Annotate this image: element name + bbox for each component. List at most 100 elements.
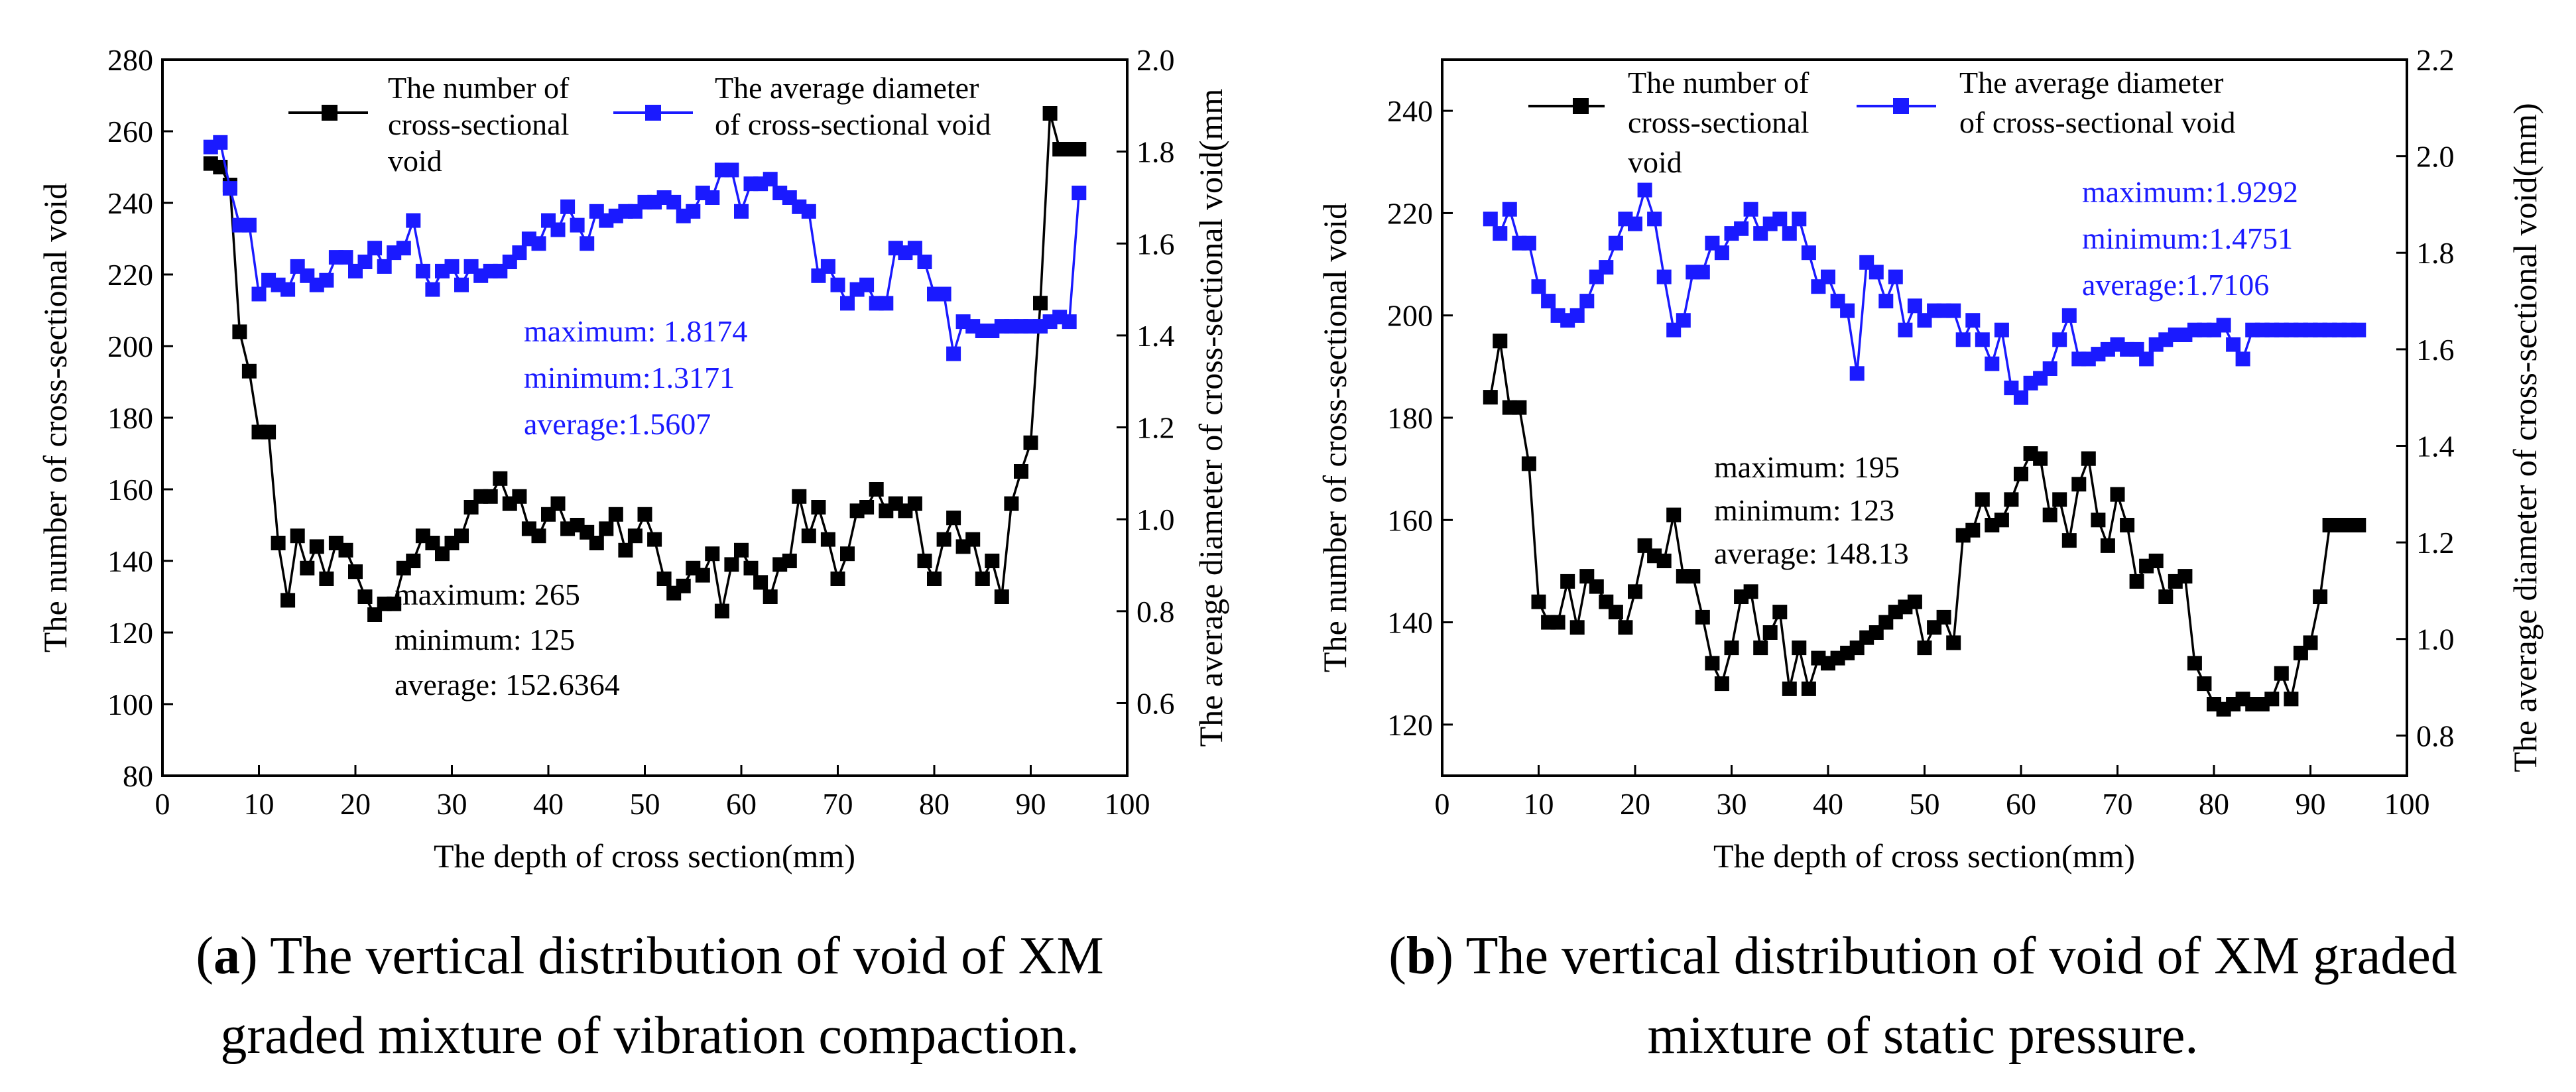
count-data-point [2351, 518, 2366, 532]
count-data-point [676, 578, 691, 593]
x-tick-label: 50 [630, 787, 660, 821]
count-data-point [2061, 533, 2077, 548]
diameter-data-point [1946, 303, 1961, 318]
count-data-point [946, 511, 961, 526]
diameter-data-point [367, 241, 383, 256]
count-data-point [2284, 692, 2299, 707]
count-data-point [319, 572, 334, 586]
legend-count-label-3-a: void [388, 144, 442, 178]
count-data-point [387, 596, 402, 611]
count-data-point [840, 546, 855, 562]
count-data-point [2110, 487, 2125, 502]
y-axis-title-b: The number of cross-sectional void [1316, 203, 1353, 672]
legend-b: The number of cross-sectional void The a… [1528, 66, 2235, 179]
x-tick-label: 80 [919, 787, 950, 821]
diameter-data-point [801, 204, 816, 219]
diameter-data-point [917, 255, 932, 269]
x-tick-label: 80 [2199, 787, 2229, 821]
x-tick-label: 10 [1524, 787, 1554, 821]
legend-count-label-2-b: cross-sectional [1628, 105, 1809, 139]
count-data-point [618, 542, 633, 558]
count-data-point [1762, 625, 1778, 640]
legend-count-label-1-b: The number of [1628, 66, 1809, 99]
count-data-point [1560, 574, 1575, 589]
count-data-point [2158, 589, 2174, 604]
diameter-data-point [1888, 269, 1903, 284]
diameter-data-point [1743, 202, 1758, 217]
y-tick-label: 240 [1387, 94, 1433, 128]
x-tick-label: 0 [1435, 787, 1450, 821]
count-data-point [2033, 451, 2048, 466]
diameter-data-point [2042, 361, 2057, 376]
y2-tick-label: 1.8 [2416, 236, 2455, 270]
diameter-data-point [1521, 235, 1536, 251]
count-data-point [647, 532, 662, 547]
diameter-data-point [1599, 260, 1614, 275]
y-tick-label: 180 [1387, 401, 1433, 435]
count-data-point [2052, 492, 2067, 507]
count-data-point [994, 589, 1009, 604]
count-data-point [1042, 106, 1058, 121]
diameter-data-point [830, 277, 845, 292]
count-data-point [1907, 594, 1922, 609]
diameter-data-point [879, 296, 894, 311]
diameter-data-point [1869, 265, 1884, 280]
count-stat-max-a: maximum: 265 [395, 577, 580, 611]
count-data-point [1072, 142, 1087, 156]
count-data-point [2274, 666, 2289, 681]
count-data-point [1714, 676, 1729, 692]
diameter-data-point [1608, 235, 1623, 251]
diameter-data-point [222, 181, 237, 196]
y2-tick-label: 2.0 [1136, 43, 1175, 77]
diameter-data-point [319, 273, 334, 288]
count-data-point [1483, 390, 1498, 405]
count-data-point [232, 324, 247, 339]
diameter-data-point [512, 245, 527, 261]
count-data-point [1666, 507, 1682, 522]
count-data-point [406, 554, 421, 568]
diameter-data-point [1072, 186, 1087, 200]
count-data-point [965, 532, 981, 547]
diameter-stat-min-b: minimum:1.4751 [2082, 221, 2293, 255]
count-data-point [2187, 656, 2202, 671]
diameter-data-point [859, 277, 875, 292]
count-stat-avg-b: average: 148.13 [1714, 536, 1909, 570]
diameter-data-point [1483, 212, 1498, 227]
count-data-point [753, 575, 768, 590]
diameter-data-point [1569, 308, 1585, 323]
y2-tick-label: 1.4 [1136, 319, 1175, 353]
count-data-point [309, 539, 324, 554]
count-data-point [1936, 609, 1951, 625]
count-data-point [599, 521, 614, 536]
legend-count-marker-b [1573, 98, 1589, 114]
diameter-data-point [724, 162, 739, 178]
count-data-point [1004, 496, 1019, 511]
count-data-point [1724, 640, 1739, 656]
count-data-point [917, 554, 932, 568]
y-tick-label: 140 [107, 544, 153, 578]
diameter-data-point [705, 190, 720, 205]
diameter-data-point [415, 263, 430, 278]
legend-diameter-marker-a [645, 105, 661, 121]
count-data-point [2004, 492, 2019, 507]
diameter-data-point [936, 286, 951, 302]
count-data-point [1917, 640, 1932, 656]
legend-diameter-label-2-b: of cross-sectional void [1959, 105, 2235, 139]
diameter-data-point [580, 236, 595, 251]
diameter-data-point [2216, 318, 2231, 333]
x-tick-label: 30 [1717, 787, 1747, 821]
diameter-data-point [2139, 351, 2154, 367]
count-data-point [2071, 477, 2087, 492]
diameter-data-point [280, 282, 296, 297]
caption-line1-b: (b) The vertical distribution of void of… [1388, 927, 2457, 985]
count-data-point [1512, 400, 1527, 415]
y-tick-label: 280 [107, 43, 153, 77]
count-data-point [2120, 518, 2135, 532]
y-tick-label: 240 [107, 186, 153, 220]
y2-tick-label: 2.2 [2416, 43, 2455, 77]
legend-diameter-label-1-b: The average diameter [1959, 66, 2223, 99]
diameter-data-point [1714, 245, 1729, 261]
count-stat-min-b: minimum: 123 [1714, 493, 1894, 527]
count-data-point [985, 554, 1000, 568]
y2-tick-label: 1.6 [2416, 333, 2455, 367]
